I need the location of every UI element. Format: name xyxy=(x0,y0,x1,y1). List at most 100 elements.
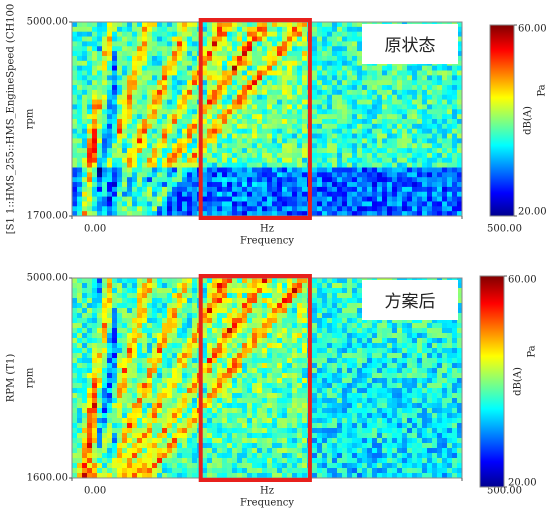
heat-cell xyxy=(177,22,183,27)
heat-cell xyxy=(122,158,128,163)
heat-cell xyxy=(82,383,88,389)
heat-cell xyxy=(172,85,178,90)
heat-cell xyxy=(327,66,333,71)
heat-cell xyxy=(417,168,423,173)
heat-cell xyxy=(167,56,173,61)
heat-cell xyxy=(277,393,283,399)
heat-cell xyxy=(172,278,178,284)
heat-cell xyxy=(302,138,308,143)
heat-cell xyxy=(397,143,403,148)
heat-cell xyxy=(317,41,323,46)
heat-cell xyxy=(262,119,268,124)
heat-cell xyxy=(172,373,178,379)
heat-cell xyxy=(212,398,218,404)
heat-cell xyxy=(117,348,123,354)
heat-cell xyxy=(187,129,193,134)
heat-cell xyxy=(82,338,88,344)
heat-cell xyxy=(117,85,123,90)
heat-cell xyxy=(107,343,113,349)
heat-cell xyxy=(287,75,293,80)
heat-cell xyxy=(77,206,83,211)
heat-cell xyxy=(202,283,208,289)
heat-cell xyxy=(407,192,413,197)
heat-cell xyxy=(172,328,178,334)
heat-cell xyxy=(232,378,238,384)
heat-cell xyxy=(92,333,98,339)
heat-cell xyxy=(217,413,223,419)
heat-cell xyxy=(142,418,148,424)
heat-cell xyxy=(247,363,253,369)
heat-cell xyxy=(102,51,108,56)
heat-cell xyxy=(252,298,258,304)
heat-cell xyxy=(152,323,158,329)
heat-cell xyxy=(107,403,113,409)
heat-cell xyxy=(177,168,183,173)
heat-cell xyxy=(342,75,348,80)
heat-cell xyxy=(172,323,178,329)
heat-cell xyxy=(152,288,158,294)
heat-cell xyxy=(207,323,213,329)
heat-cell xyxy=(107,32,113,37)
heat-cell xyxy=(327,27,333,32)
heat-cell xyxy=(87,66,93,71)
heat-cell xyxy=(257,298,263,304)
heat-cell xyxy=(137,433,143,439)
heat-cell xyxy=(162,363,168,369)
heat-cell xyxy=(402,158,408,163)
heat-cell xyxy=(137,158,143,163)
heat-cell xyxy=(232,46,238,51)
heat-cell xyxy=(347,182,353,187)
heat-cell xyxy=(312,22,318,27)
heat-cell xyxy=(267,61,273,66)
heat-cell xyxy=(232,433,238,439)
heat-cell xyxy=(127,41,133,46)
heat-cell xyxy=(72,333,78,339)
heat-cell xyxy=(367,172,373,177)
heat-cell xyxy=(282,463,288,469)
heat-cell xyxy=(102,32,108,37)
heat-cell xyxy=(137,318,143,324)
heat-cell xyxy=(267,177,273,182)
heat-cell xyxy=(132,158,138,163)
heat-cell xyxy=(182,413,188,419)
heat-cell xyxy=(107,95,113,100)
heat-cell xyxy=(267,458,273,464)
heat-cell xyxy=(77,177,83,182)
heat-cell xyxy=(382,80,388,85)
heat-cell xyxy=(332,32,338,37)
heat-cell xyxy=(152,75,158,80)
heat-cell xyxy=(207,423,213,429)
heat-cell xyxy=(227,192,233,197)
heat-cell xyxy=(142,124,148,129)
heat-cell xyxy=(157,85,163,90)
heat-cell xyxy=(242,41,248,46)
heat-cell xyxy=(282,363,288,369)
heat-cell xyxy=(352,182,358,187)
heat-cell xyxy=(247,22,253,27)
heat-cell xyxy=(352,192,358,197)
heat-cell xyxy=(187,463,193,469)
heat-cell xyxy=(242,448,248,454)
heat-cell xyxy=(102,288,108,294)
heat-cell xyxy=(162,308,168,314)
heat-cell xyxy=(302,41,308,46)
heat-cell xyxy=(77,418,83,424)
heat-cell xyxy=(112,313,118,319)
heat-cell xyxy=(232,158,238,163)
heat-cell xyxy=(82,418,88,424)
heat-cell xyxy=(447,206,453,211)
heat-cell xyxy=(272,148,278,153)
heat-cell xyxy=(87,75,93,80)
heat-cell xyxy=(192,187,198,192)
heat-cell xyxy=(367,109,373,114)
heat-cell xyxy=(267,313,273,319)
heat-cell xyxy=(222,368,228,374)
heat-cell xyxy=(97,104,103,109)
heat-cell xyxy=(152,124,158,129)
heat-cell xyxy=(287,408,293,414)
heat-cell xyxy=(182,192,188,197)
heat-cell xyxy=(422,148,428,153)
heat-cell xyxy=(312,177,318,182)
heat-cell xyxy=(247,172,253,177)
heat-cell xyxy=(367,177,373,182)
